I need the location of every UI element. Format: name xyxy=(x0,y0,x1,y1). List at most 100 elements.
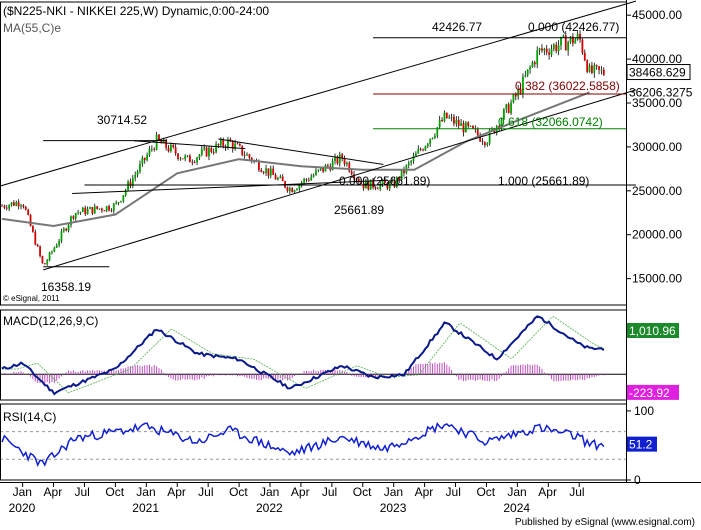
candle-body xyxy=(167,147,170,152)
candle-body xyxy=(436,127,439,136)
macd-value-box xyxy=(627,323,679,338)
candle-body xyxy=(51,251,53,253)
candle-body xyxy=(236,143,239,145)
candle-body xyxy=(215,143,217,153)
candle-body xyxy=(505,104,508,110)
candle-body xyxy=(96,206,99,209)
candle-body xyxy=(229,139,232,142)
candle-body xyxy=(177,153,179,159)
x-tick-label: Jul xyxy=(74,485,89,499)
candle-body xyxy=(362,183,365,189)
candle-body xyxy=(24,206,27,210)
last-price-box xyxy=(626,64,691,81)
macd-value-label: 1,010.96 xyxy=(629,324,676,338)
candle-body xyxy=(517,88,520,97)
candle-body xyxy=(291,188,294,193)
candle-body xyxy=(5,207,8,209)
candle-body xyxy=(586,60,589,72)
candle-body xyxy=(503,109,505,120)
candle-body xyxy=(422,149,424,151)
candle-body xyxy=(341,154,344,159)
candle-body xyxy=(498,125,501,128)
candle-body xyxy=(595,65,598,67)
candle-body xyxy=(141,157,144,164)
chart-title: ($N225-NKI - NIKKEI 225,W) Dynamic,0:00-… xyxy=(3,4,269,18)
x-tick-label: Jan xyxy=(13,485,32,499)
candle-body xyxy=(269,168,272,176)
candle-body xyxy=(483,142,486,146)
candle-body xyxy=(326,165,329,167)
candle-body xyxy=(479,135,482,142)
candle-body xyxy=(460,123,462,126)
lower-triangle-line xyxy=(72,179,388,194)
candle-body xyxy=(467,122,470,127)
triangle-top-line xyxy=(218,138,384,165)
candle-body xyxy=(376,188,379,190)
candle-body xyxy=(41,255,44,264)
candle-body xyxy=(205,147,208,157)
x-tick-label: Oct xyxy=(353,485,372,499)
candle-body xyxy=(93,206,96,214)
ma-indicator-label: MA(55,C)e xyxy=(3,21,61,35)
ma-price-label: 36206.3275 xyxy=(629,85,693,99)
candle-body xyxy=(350,171,353,175)
candle-body xyxy=(46,260,49,265)
candle-body xyxy=(419,149,422,150)
candle-body xyxy=(293,190,296,193)
candle-body xyxy=(265,168,267,173)
candle-body xyxy=(257,161,260,171)
candle-body xyxy=(567,42,570,51)
candle-body xyxy=(569,36,572,43)
upper-triangle-line xyxy=(133,140,246,150)
fib-level-label: 0.382 (36022.5858) xyxy=(515,79,620,93)
candle-body xyxy=(60,231,63,241)
candle-body xyxy=(222,139,225,147)
x-year-label: 2021 xyxy=(132,501,159,515)
candle-body xyxy=(338,154,341,164)
candle-body xyxy=(200,149,203,155)
candle-body xyxy=(576,33,579,40)
x-tick-label: Jan xyxy=(260,485,279,499)
x-year-label: 2022 xyxy=(256,501,283,515)
candle-body xyxy=(381,180,384,185)
candle-body xyxy=(438,119,441,128)
candle-body xyxy=(319,167,322,170)
candle-body xyxy=(343,158,346,165)
candle-body xyxy=(77,212,80,214)
candle-body xyxy=(122,195,125,201)
candle-body xyxy=(179,158,182,160)
candle-body xyxy=(600,69,603,71)
candle-body xyxy=(169,144,172,152)
candle-body xyxy=(165,139,168,148)
candle-body xyxy=(134,174,137,179)
candle-body xyxy=(562,35,565,37)
x-tick-label: Jul xyxy=(446,485,461,499)
candle-body xyxy=(39,246,41,256)
macd-hist-box xyxy=(627,384,679,400)
ma-55-line xyxy=(1,91,590,228)
candle-body xyxy=(512,94,515,103)
macd-line xyxy=(1,315,605,396)
candle-body xyxy=(514,94,517,97)
candle-body xyxy=(36,244,39,247)
candle-body xyxy=(403,169,405,174)
candle-body xyxy=(186,155,189,157)
candle-body xyxy=(158,134,160,141)
candle-body xyxy=(519,88,522,94)
candle-body xyxy=(481,141,484,143)
rsi-value-label: 51.2 xyxy=(629,438,653,452)
x-tick-label: Apr xyxy=(538,485,557,499)
candle-body xyxy=(593,65,596,73)
x-year-label: 2023 xyxy=(380,501,407,515)
candle-body xyxy=(234,143,237,149)
candle-body xyxy=(457,119,460,126)
candle-body xyxy=(43,263,46,265)
candle-body xyxy=(241,145,244,155)
x-year-label: 2020 xyxy=(9,501,36,515)
candle-body xyxy=(153,148,156,150)
candle-body xyxy=(469,125,472,127)
candle-body xyxy=(191,162,194,163)
candle-body xyxy=(162,139,165,144)
candle-body xyxy=(591,65,593,73)
